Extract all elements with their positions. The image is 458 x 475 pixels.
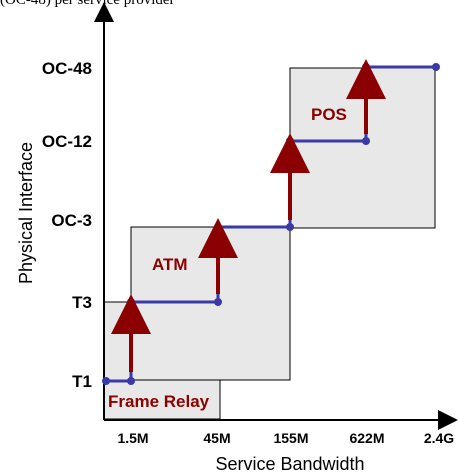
x-level-label: 1.5M	[117, 430, 148, 446]
y-level-label: T3	[72, 293, 92, 312]
region-label-frame-relay: Frame Relay	[108, 392, 210, 411]
step-point	[127, 377, 135, 385]
step-point	[102, 377, 110, 385]
step-point	[362, 63, 370, 71]
x-level-label: 45M	[203, 430, 230, 446]
step-point	[214, 223, 222, 231]
y-level-label: OC-3	[51, 211, 92, 230]
top-clipped-text: (OC-48) per service provider	[0, 0, 175, 8]
region-label-atm: ATM	[152, 255, 188, 274]
y-axis-title: Physical Interface	[16, 142, 36, 284]
step-point	[362, 137, 370, 145]
step-point	[432, 63, 440, 71]
y-level-label: OC-48	[42, 59, 92, 78]
step-point	[127, 298, 135, 306]
x-level-label: 622M	[349, 430, 384, 446]
step-point	[286, 137, 294, 145]
x-level-label: 155M	[273, 430, 308, 446]
step-point	[286, 223, 294, 231]
y-level-label: OC-12	[42, 132, 92, 151]
pos-region	[289, 67, 436, 229]
step-point	[214, 298, 222, 306]
upgrade-arrows	[111, 59, 386, 372]
x-level-label: 2.4G	[424, 430, 454, 446]
region-label-pos: POS	[311, 105, 347, 124]
x-axis-title: Service Bandwidth	[215, 454, 364, 474]
y-level-label: T1	[72, 372, 92, 391]
